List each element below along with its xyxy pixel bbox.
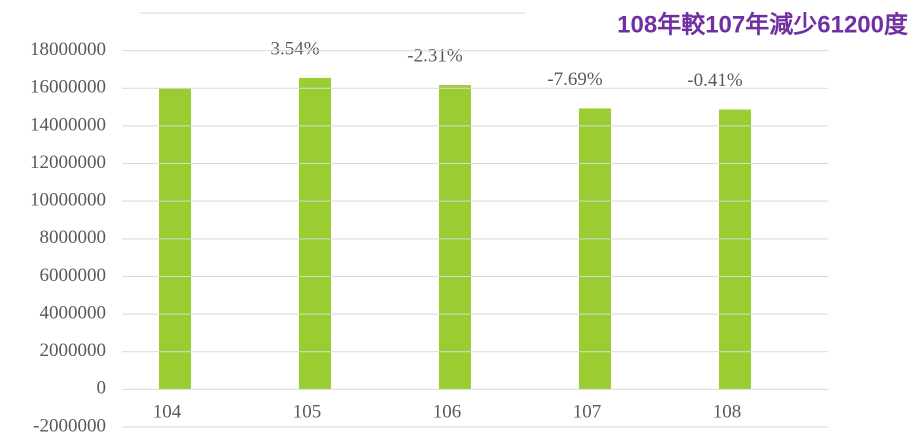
y-tick-label: 12000000 <box>30 152 106 173</box>
y-tick-label: 2000000 <box>40 340 107 361</box>
y-tick-label: 10000000 <box>30 190 106 211</box>
y-tick-label: 14000000 <box>30 114 106 135</box>
x-tick-label: 105 <box>293 401 322 422</box>
data-annotation: -7.69% <box>547 69 603 90</box>
x-tick-label: 106 <box>433 401 462 422</box>
chart-title: 108年較107年減少61200度 <box>617 10 909 38</box>
x-tick-label: 104 <box>153 401 182 422</box>
data-annotation: -0.41% <box>687 70 743 91</box>
y-tick-label: 4000000 <box>40 302 107 323</box>
bar <box>719 109 751 390</box>
y-tick-label: -2000000 <box>33 415 106 433</box>
y-tick-label: 8000000 <box>40 227 107 248</box>
bar <box>439 85 471 390</box>
y-tick-label: 6000000 <box>40 265 107 286</box>
x-tick-label: 107 <box>573 401 602 422</box>
y-tick-label: 0 <box>97 378 107 399</box>
bar <box>579 108 611 390</box>
data-annotation: -2.31% <box>407 45 463 66</box>
y-tick-label: 18000000 <box>30 39 106 60</box>
x-tick-label: 108 <box>713 401 742 422</box>
data-annotation: 3.54% <box>270 38 319 59</box>
y-tick-label: 16000000 <box>30 77 106 98</box>
bar <box>299 77 331 390</box>
